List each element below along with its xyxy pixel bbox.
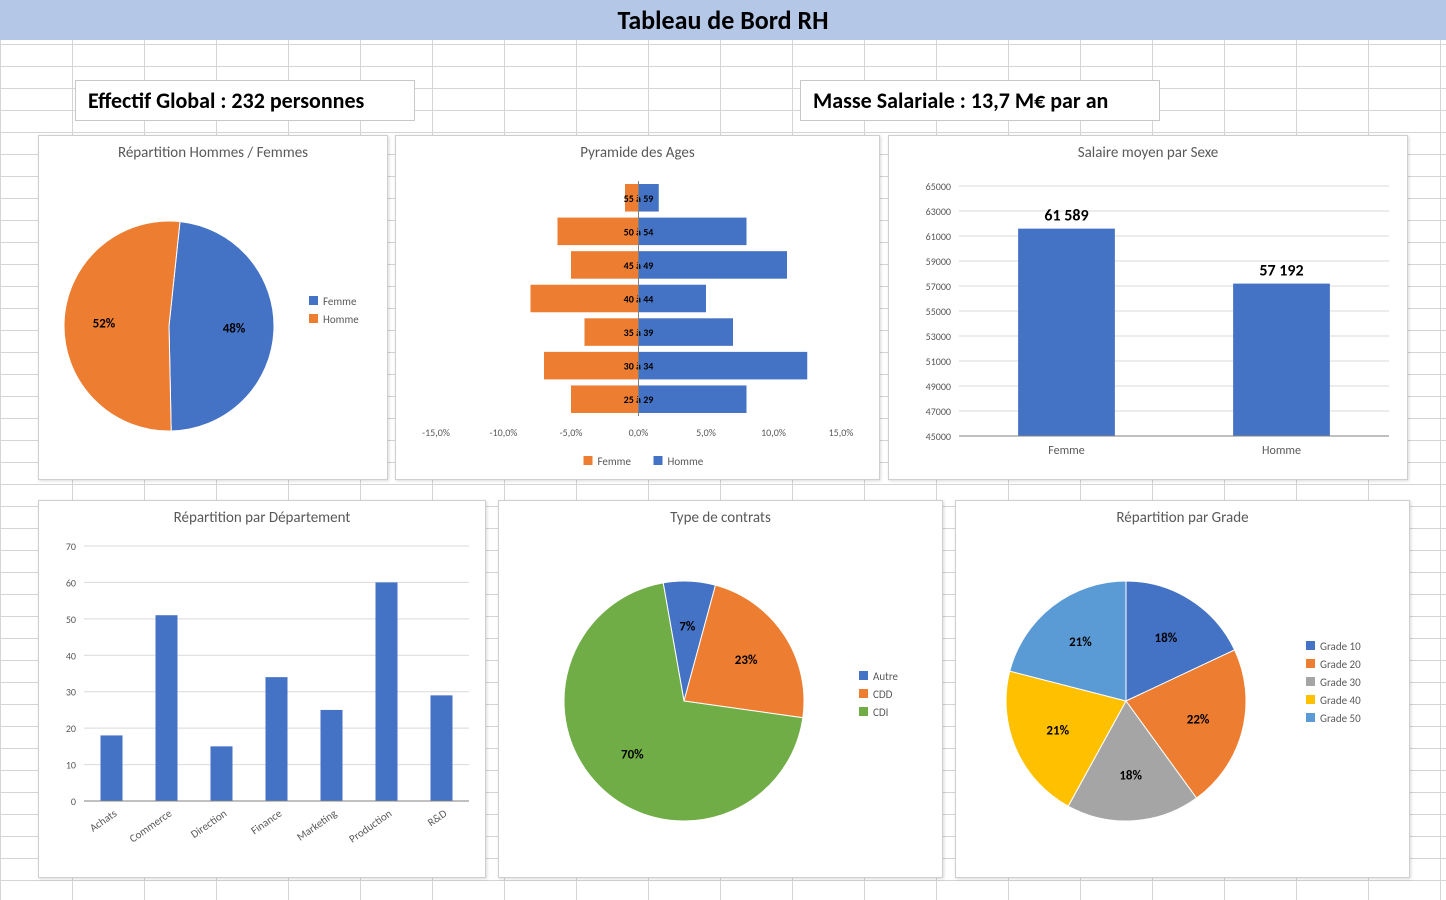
svg-text:Homme: Homme	[668, 455, 704, 468]
svg-text:5,0%: 5,0%	[696, 426, 716, 439]
svg-text:Autre: Autre	[873, 670, 899, 683]
svg-text:Homme: Homme	[323, 313, 359, 326]
svg-text:0: 0	[71, 795, 76, 808]
svg-text:CDI: CDI	[873, 706, 888, 719]
svg-text:7%: 7%	[679, 620, 696, 635]
svg-text:21%: 21%	[1046, 724, 1069, 739]
chart-dept-bar: Répartition par Département 0 10 20 30 40 50 6…	[38, 500, 486, 878]
svg-text:Grade 50: Grade 50	[1320, 712, 1361, 725]
svg-text:Commerce: Commerce	[127, 807, 175, 846]
kpi-masse-salariale: Masse Salariale : 13,7 M€ par an	[800, 80, 1160, 121]
svg-text:Femme: Femme	[1048, 444, 1084, 458]
svg-text:61 589: 61 589	[1044, 207, 1088, 226]
chart-title: Pyramide des Ages	[396, 136, 879, 166]
svg-text:Grade 20: Grade 20	[1320, 658, 1361, 671]
chart-title: Répartition par Grade	[956, 501, 1409, 531]
svg-text:Direction: Direction	[188, 807, 229, 841]
svg-text:65000: 65000	[926, 180, 951, 193]
svg-text:47000: 47000	[926, 405, 951, 418]
svg-text:Grade 10: Grade 10	[1320, 640, 1361, 653]
svg-text:15,0%: 15,0%	[829, 426, 854, 439]
chart-contract-pie: Type de contrats 7% 23% 70% Autre CDD CDI	[498, 500, 943, 878]
svg-text:49000: 49000	[926, 380, 951, 393]
chart-title: Salaire moyen par Sexe	[889, 136, 1407, 166]
svg-text:40: 40	[66, 649, 76, 662]
svg-text:57 192: 57 192	[1259, 262, 1303, 281]
chart-salary-bar: Salaire moyen par Sexe 45000 47000 49000 51…	[888, 135, 1408, 480]
svg-text:61000: 61000	[926, 230, 951, 243]
svg-text:-15,0%: -15,0%	[422, 426, 450, 439]
svg-text:0,0%: 0,0%	[629, 426, 649, 439]
chart-title: Répartition Hommes / Femmes	[39, 136, 387, 166]
svg-text:30: 30	[66, 686, 76, 699]
svg-text:-5,0%: -5,0%	[560, 426, 583, 439]
svg-text:60: 60	[66, 576, 76, 589]
chart-title: Répartition par Département	[39, 501, 485, 531]
chart-age-pyramid: Pyramide des Ages 55 à 5950 à 5445 à 494…	[395, 135, 880, 480]
svg-text:59000: 59000	[926, 255, 951, 268]
svg-text:Homme: Homme	[1262, 444, 1301, 458]
svg-text:63000: 63000	[926, 205, 951, 218]
svg-text:23%: 23%	[735, 653, 758, 668]
svg-text:50: 50	[66, 613, 76, 626]
svg-text:Grade 30: Grade 30	[1320, 676, 1361, 689]
svg-text:Grade 40: Grade 40	[1320, 694, 1361, 707]
svg-text:51000: 51000	[926, 355, 951, 368]
svg-text:CDD: CDD	[873, 688, 893, 701]
svg-text:R&D: R&D	[425, 807, 449, 829]
svg-text:18%: 18%	[1155, 631, 1178, 646]
svg-text:Femme: Femme	[598, 455, 632, 468]
svg-text:Achats: Achats	[87, 807, 119, 835]
svg-text:20: 20	[66, 722, 76, 735]
svg-text:Production: Production	[347, 807, 395, 846]
svg-text:18%: 18%	[1119, 768, 1142, 783]
svg-text:21%: 21%	[1069, 635, 1092, 650]
svg-text:10,0%: 10,0%	[761, 426, 786, 439]
svg-text:57000: 57000	[926, 280, 951, 293]
svg-text:48%: 48%	[223, 322, 246, 337]
chart-grade-pie: Répartition par Grade 18% 22% 18% 21% 21% Gra…	[955, 500, 1410, 878]
svg-text:70: 70	[66, 540, 76, 553]
chart-title: Type de contrats	[499, 501, 942, 531]
svg-text:Femme: Femme	[323, 295, 357, 308]
svg-text:10: 10	[66, 759, 76, 772]
svg-text:Finance: Finance	[248, 807, 284, 838]
svg-text:22%: 22%	[1187, 713, 1210, 728]
svg-text:53000: 53000	[926, 330, 951, 343]
svg-text:70%: 70%	[621, 748, 644, 763]
svg-text:52%: 52%	[93, 316, 116, 331]
svg-text:45000: 45000	[926, 430, 951, 443]
page-title: Tableau de Bord RH	[0, 0, 1446, 40]
kpi-effectif: Effectif Global : 232 personnes	[75, 80, 415, 121]
chart-gender-pie: Répartition Hommes / Femmes 48% 52% Femme H…	[38, 135, 388, 480]
svg-text:Marketing: Marketing	[294, 807, 339, 844]
svg-text:-10,0%: -10,0%	[490, 426, 518, 439]
svg-text:55000: 55000	[926, 305, 951, 318]
